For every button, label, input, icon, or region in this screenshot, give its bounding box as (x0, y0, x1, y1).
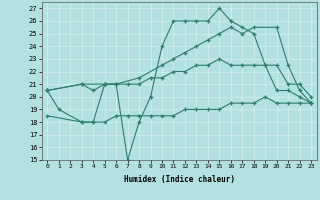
X-axis label: Humidex (Indice chaleur): Humidex (Indice chaleur) (124, 175, 235, 184)
